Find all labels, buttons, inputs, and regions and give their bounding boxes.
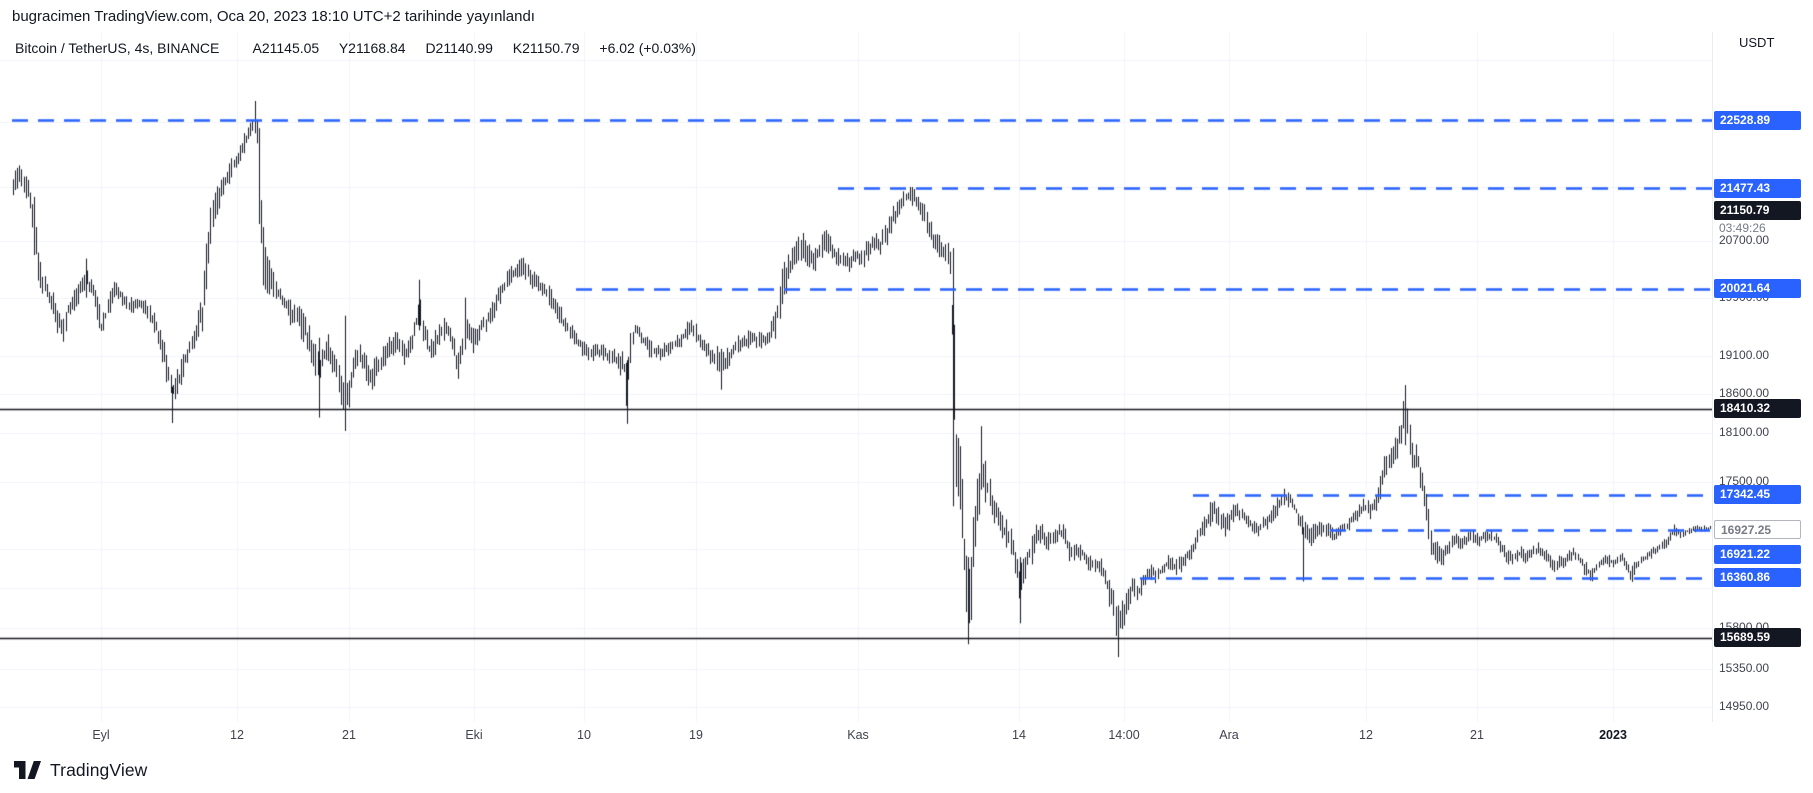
level-price-label: 16921.22 [1714,544,1801,564]
price-tick: 14950.00 [1719,699,1770,713]
ohlc-open: A21145.05 [252,40,320,56]
level-price-label: 16360.86 [1714,568,1801,588]
tradingview-wordmark: TradingView [50,759,148,780]
time-tick: 19 [689,728,703,742]
tradingview-logo-icon [14,759,41,781]
price-change: +6.02 (+0.03%) [599,40,696,56]
time-axis[interactable]: Eyl 12 21 Eki 10 19 Kas 14 14:00 Ara 12 21 2023 [0,722,1712,751]
time-tick: 10 [577,728,591,742]
time-tick: 14 [1012,728,1026,742]
chart-area: Bitcoin / TetherUS, 4s, BINANCE A21145.0… [0,32,1813,751]
time-tick: Eyl [92,728,110,742]
time-tick: 21 [1470,728,1484,742]
time-tick: 21 [342,728,356,742]
price-tick: 18100.00 [1719,425,1770,440]
publication-text: bugracimen TradingView.com, Oca 20, 2023… [12,8,535,25]
publish-price-label: 21150.79 [1714,200,1801,220]
candlestick-canvas[interactable] [0,32,1712,722]
time-tick: 14:00 [1108,728,1140,742]
footer: TradingView [0,750,1813,793]
publication-bar: bugracimen TradingView.com, Oca 20, 2023… [0,0,1813,32]
symbol-legend: Bitcoin / TetherUS, 4s, BINANCE A21145.0… [15,40,712,56]
price-tick: 19100.00 [1719,348,1770,363]
time-tick: Ara [1219,728,1239,742]
level-price-label: 15689.59 [1714,628,1801,648]
level-price-label: 17342.45 [1714,485,1801,504]
last-price-label: 16927.25 [1714,519,1801,539]
ohlc-low: D21140.99 [425,40,493,56]
price-tick: 20700.00 [1719,233,1770,248]
tradingview-link[interactable]: TradingView [14,759,147,781]
level-price-label: 20021.64 [1714,279,1801,299]
level-price-label: 18410.32 [1714,399,1801,419]
time-tick: 12 [230,728,244,742]
time-tick: Kas [847,728,869,742]
time-tick: Eki [465,728,483,742]
currency-label: USDT [1739,35,1775,50]
price-tick: 15350.00 [1719,661,1770,676]
ohlc-close: K21150.79 [512,40,580,56]
time-tick: 12 [1359,728,1373,742]
level-price-label: 22528.89 [1714,110,1801,130]
symbol-title[interactable]: Bitcoin / TetherUS, 4s, BINANCE [15,40,220,56]
level-price-label: 21477.43 [1714,178,1801,198]
price-tick: 17500.00 [1719,473,1770,488]
ohlc-high: Y21168.84 [338,40,406,56]
price-axis[interactable]: USDT 20700.0019900.0019100.0018600.00181… [1712,32,1813,722]
time-tick: 2023 [1599,728,1627,742]
price-tick: 18600.00 [1719,386,1770,401]
bar-countdown: 03:49:26 [1719,221,1766,236]
